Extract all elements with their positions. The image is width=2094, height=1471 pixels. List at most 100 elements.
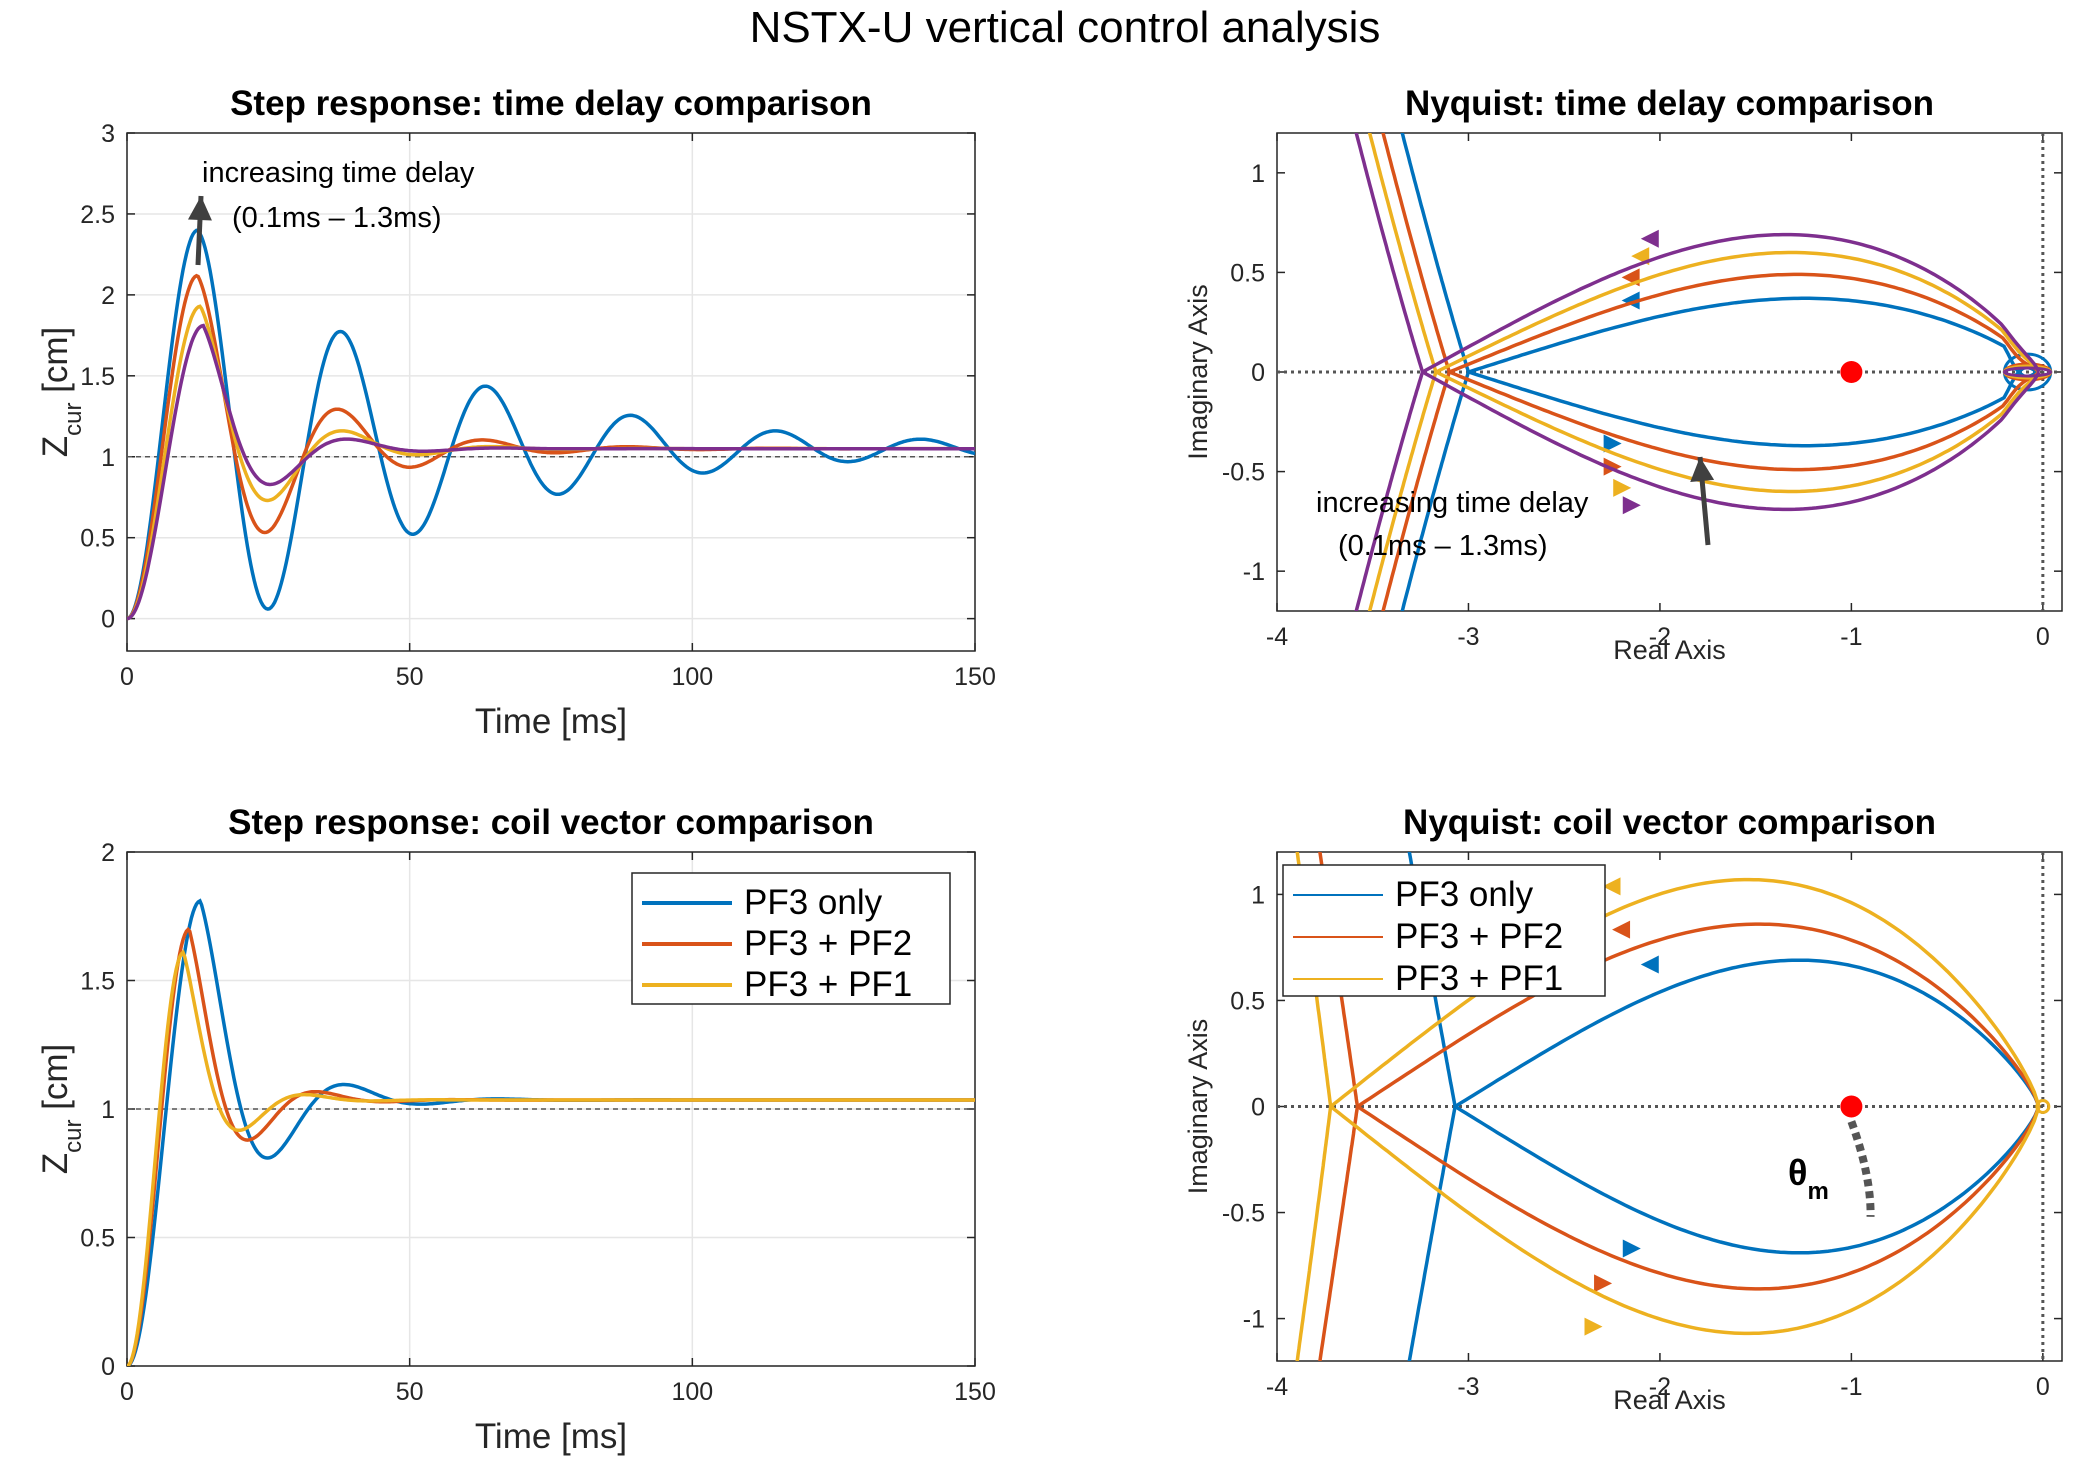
curves	[1277, 133, 2062, 611]
x-tick-label: 150	[954, 1378, 996, 1406]
x-tick-label: -4	[1266, 1373, 1288, 1401]
y-axis-label: Zcur [cm]	[36, 1044, 87, 1175]
x-tick-label: -2	[1649, 623, 1671, 651]
chart-title: Nyquist: coil vector comparison	[1403, 803, 1936, 842]
critical-point-marker	[1840, 1095, 1863, 1118]
x-tick-label: -1	[1840, 1373, 1862, 1401]
delay-arrow-nyquist-head	[1690, 457, 1715, 482]
chart-title: Step response: coil vector comparison	[228, 803, 874, 842]
x-tick-label: -2	[1649, 1373, 1671, 1401]
x-tick-label: 100	[671, 1378, 713, 1406]
legend-label: PF3 + PF2	[1395, 917, 1563, 956]
direction-arrow	[1612, 920, 1631, 939]
series-line-blue	[127, 228, 975, 621]
nyquist-upper-blue	[1407, 958, 2041, 1361]
x-tick-label: 0	[120, 663, 134, 691]
x-tick-label: 0	[2036, 623, 2050, 651]
x-tick-label: 0	[120, 1378, 134, 1406]
y-tick-label: 2	[101, 282, 115, 310]
nyquist-lower-purple	[1354, 133, 2041, 512]
figure-title: NSTX-U vertical control analysis	[750, 3, 1381, 52]
y-tick-label: -1	[1243, 558, 1265, 586]
x-axis-label: Time [ms]	[475, 1417, 627, 1456]
y-tick-label: 1	[101, 1096, 115, 1124]
legend-label: PF3 + PF2	[744, 924, 912, 963]
panel-step_delay: 0 50 100 150 0 0.5 1 1.5 2 2.5 3 Step response: tim…	[36, 84, 996, 741]
x-tick-label: -3	[1457, 1373, 1479, 1401]
nyquist-upper-blue	[1400, 296, 2040, 611]
nyquist-lower-orange	[1381, 133, 2041, 472]
direction-arrow	[1603, 457, 1622, 476]
direction-arrow	[1621, 291, 1640, 310]
x-axis-label: Real Axis	[1613, 1385, 1726, 1415]
series-line-purple	[127, 323, 975, 621]
y-tick-label: 0	[1251, 1094, 1265, 1122]
direction-arrow	[1594, 1274, 1613, 1293]
annotation-delay-line2: (0.1ms – 1.3ms)	[232, 202, 442, 234]
y-tick-label: 2.5	[80, 201, 115, 229]
curves	[127, 228, 975, 621]
direction-arrow	[1640, 229, 1659, 248]
direction-arrow	[1584, 1317, 1603, 1336]
phase-margin-label: θm	[1788, 1152, 1829, 1205]
y-tick-label: 3	[101, 120, 115, 148]
direction-arrow	[1622, 496, 1641, 515]
direction-arrow	[1622, 1239, 1641, 1258]
annotation-delay-line1: increasing time delay	[202, 157, 475, 189]
nyquist-lower-blue	[1400, 133, 2040, 448]
x-tick-label: -4	[1266, 623, 1288, 651]
y-tick-label: 2	[101, 839, 115, 867]
legend-label: PF3 + PF1	[744, 965, 912, 1004]
x-axis-label: Time [ms]	[475, 702, 627, 741]
y-tick-label: 0.5	[80, 525, 115, 553]
critical-point-marker	[1840, 361, 1863, 383]
y-tick-label: 0	[101, 1353, 115, 1381]
y-tick-label: 0.5	[1230, 987, 1265, 1015]
direction-arrow	[1640, 955, 1659, 974]
nyquist-upper-purple	[1354, 232, 2041, 611]
series-line-yellow	[127, 949, 975, 1366]
chart-title: Step response: time delay comparison	[230, 84, 872, 123]
legend-box	[1282, 864, 1606, 997]
y-tick-label: 0	[1251, 359, 1265, 387]
direction-arrow	[1602, 877, 1621, 896]
y-tick-label: -0.5	[1222, 459, 1265, 487]
curves	[127, 898, 975, 1366]
axes-box	[126, 132, 976, 652]
nyquist-lower-yellow	[1367, 133, 2041, 494]
y-axis-label: Zcur [cm]	[36, 327, 87, 458]
y-tick-label: 1	[101, 444, 115, 472]
chart-title: Nyquist: time delay comparison	[1405, 84, 1934, 123]
x-tick-label: 100	[671, 663, 713, 691]
direction-arrow	[1603, 434, 1622, 453]
panel-step_coil: 0 50 100 150 0 0.5 1 1.5 2 Step response: coil ve…	[36, 803, 996, 1456]
y-tick-label: 1	[1251, 881, 1265, 909]
legend-box	[631, 872, 951, 1005]
legend-label: PF3 only	[744, 883, 883, 922]
panel-nyq_delay: -4 -3 -2 -1 0 -1 -0.5 0 0.5 1 Nyquist: time delay …	[1183, 84, 2063, 665]
legend-label: PF3 only	[1395, 875, 1534, 914]
y-tick-label: 0.5	[80, 1225, 115, 1253]
legend-label: PF3 + PF1	[1395, 959, 1563, 998]
origin-marker	[2035, 1099, 2051, 1114]
plot-area	[127, 133, 975, 651]
x-tick-label: 50	[396, 663, 424, 691]
y-tick-label: 0	[101, 606, 115, 634]
panel-nyq_coil: -4 -3 -2 -1 0 -1 -0.5 0 0.5 1 Nyquist: coil vector…	[1183, 803, 2063, 1415]
x-tick-label: 150	[954, 663, 996, 691]
phase-margin-arc	[1847, 1120, 1875, 1217]
origin-loop-purple	[2002, 366, 2053, 378]
direction-arrow	[1613, 478, 1632, 497]
x-tick-label: 0	[2036, 1373, 2050, 1401]
nyquist-upper-yellow	[1367, 250, 2041, 611]
x-tick-label: 50	[396, 1378, 424, 1406]
y-tick-label: -0.5	[1222, 1200, 1265, 1228]
y-tick-label: 0.5	[1230, 259, 1265, 287]
x-tick-label: -1	[1840, 623, 1862, 651]
x-tick-label: -3	[1457, 623, 1479, 651]
nyquist-upper-orange	[1318, 922, 2041, 1361]
delay-arrow-step-head	[187, 196, 212, 221]
